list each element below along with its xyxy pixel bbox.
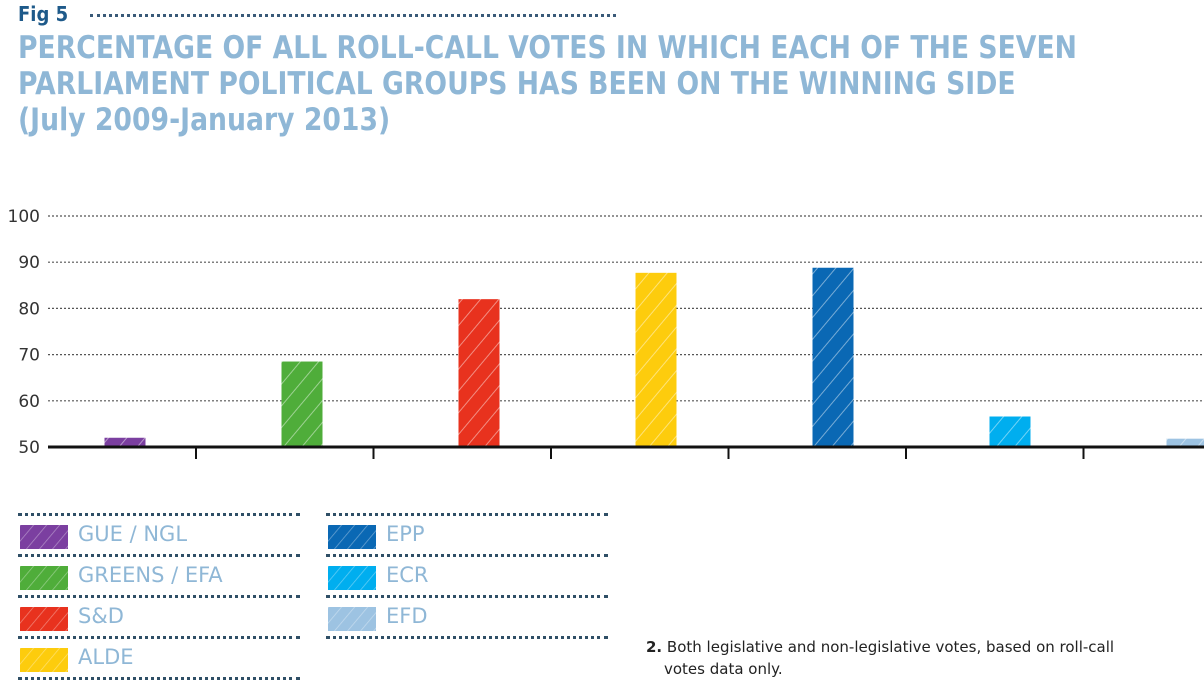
legend-swatch-alde bbox=[20, 648, 68, 672]
legend-swatch-epp bbox=[328, 525, 376, 549]
legend-swatch-fill bbox=[328, 525, 376, 549]
bar-greens-efa bbox=[281, 361, 323, 447]
bar-gue-ngl bbox=[104, 437, 146, 447]
header-divider bbox=[90, 14, 616, 17]
legend-label: GUE / NGL bbox=[78, 522, 188, 546]
bar-s-d bbox=[458, 299, 500, 447]
chart-title: PERCENTAGE OF ALL ROLL-CALL VOTES IN WHI… bbox=[18, 30, 1077, 138]
legend-label: S&D bbox=[78, 604, 124, 628]
y-tick-label-90: 90 bbox=[18, 253, 40, 273]
legend-swatch-fill bbox=[20, 607, 68, 631]
y-tick-label-60: 60 bbox=[18, 392, 40, 412]
legend-swatch-greens-efa bbox=[20, 566, 68, 590]
y-tick-label-100: 100 bbox=[8, 207, 40, 227]
legend-item-alde: ALDE bbox=[18, 636, 300, 680]
footnote-text-line-1: Both legislative and non-legislative vot… bbox=[666, 638, 1115, 656]
legend-swatch-efd bbox=[328, 607, 376, 631]
legend-label: EPP bbox=[386, 522, 425, 546]
legend-swatch-fill bbox=[20, 525, 68, 549]
legend-item-ecr: ECR bbox=[326, 554, 608, 595]
y-tick-label-50: 50 bbox=[18, 438, 40, 458]
legend-swatch-ecr bbox=[328, 566, 376, 590]
legend-swatch-fill bbox=[328, 566, 376, 590]
bar-ecr bbox=[989, 416, 1031, 447]
footnote-text-line-2: votes data only. bbox=[664, 660, 783, 678]
legend-left-column: GUE / NGL GREENS / EFA S&D ALDE bbox=[18, 513, 300, 680]
gridlines bbox=[48, 215, 1204, 402]
legend-item-epp: EPP bbox=[326, 513, 608, 554]
chart-title-line-1: PERCENTAGE OF ALL ROLL-CALL VOTES IN WHI… bbox=[18, 30, 1077, 66]
legend-label: GREENS / EFA bbox=[78, 563, 223, 587]
legend-swatch-fill bbox=[328, 607, 376, 631]
x-axis bbox=[48, 445, 1204, 459]
legend-right-column: EPP ECR EFD bbox=[326, 513, 608, 639]
bar-epp bbox=[812, 267, 854, 447]
legend-swatch-s-and-d bbox=[20, 607, 68, 631]
legend-item-greens-efa: GREENS / EFA bbox=[18, 554, 300, 595]
legend-item-efd: EFD bbox=[326, 595, 608, 639]
legend-swatch-fill bbox=[20, 648, 68, 672]
chart-title-line-3: (July 2009-January 2013) bbox=[18, 102, 391, 138]
y-tick-label-70: 70 bbox=[18, 346, 40, 366]
chart-title-line-2: PARLIAMENT POLITICAL GROUPS HAS BEEN ON … bbox=[18, 66, 1016, 102]
legend-label: ECR bbox=[386, 563, 429, 587]
footnote-number: 2. bbox=[646, 638, 663, 656]
y-axis-ticks: 50 60 70 80 90 100 bbox=[8, 207, 40, 458]
bar-efd bbox=[1166, 438, 1204, 447]
legend-item-gue-ngl: GUE / NGL bbox=[18, 513, 300, 554]
bars bbox=[104, 267, 1204, 447]
legend-label: EFD bbox=[386, 604, 428, 628]
figure-label: Fig 5 bbox=[18, 2, 69, 26]
legend-swatch-gue-ngl bbox=[20, 525, 68, 549]
legend-swatch-fill bbox=[20, 566, 68, 590]
legend-label: ALDE bbox=[78, 645, 134, 669]
legend-item-s-and-d: S&D bbox=[18, 595, 300, 636]
footnote: 2. Both legislative and non-legislative … bbox=[646, 636, 1186, 680]
bar-alde bbox=[635, 272, 677, 447]
y-tick-label-80: 80 bbox=[18, 299, 40, 319]
